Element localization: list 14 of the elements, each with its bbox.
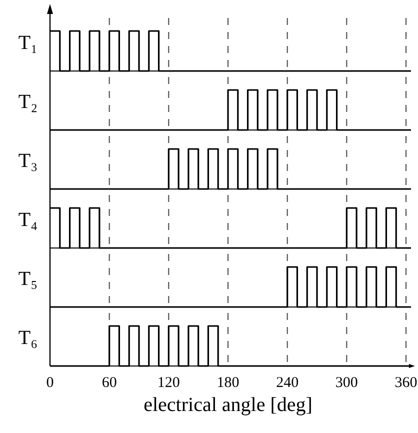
y-axis-title: T₅ [18,268,38,290]
x-tick-label: 0 [46,375,54,391]
x-tick-label: 300 [335,375,358,391]
x-tick-label: 240 [276,375,299,391]
x-tick-label: 120 [157,375,180,391]
y-axis-title: T₄ [18,209,38,231]
y-axis-title: T₆ [18,327,38,349]
y-axis-title: T₂ [18,91,38,113]
y-axis-title: T₃ [18,150,38,172]
x-axis-title: electrical angle [deg] [144,394,312,416]
x-tick-label: 180 [216,375,240,391]
x-tick-label: 360 [394,375,418,391]
x-tick-label: 60 [102,375,117,391]
y-axis-title: T₁ [18,32,38,54]
